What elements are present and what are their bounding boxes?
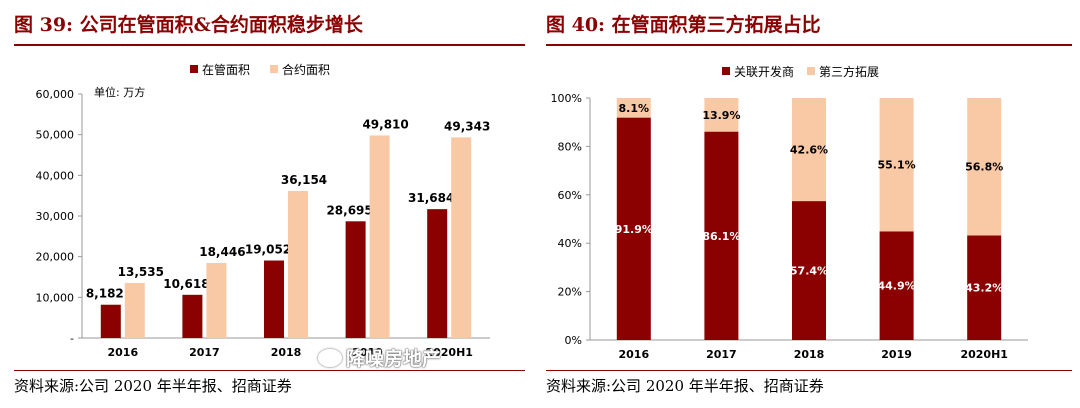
unit-note: 单位: 万方 (94, 85, 145, 99)
x-tick-label: 2020H1 (425, 346, 472, 359)
y-tick-label: 20% (558, 286, 582, 299)
x-tick-label: 2018 (794, 348, 825, 361)
data-label: 8.1% (619, 102, 650, 115)
stacked-bar-segment (967, 235, 1002, 340)
stacked-bar-segment (792, 201, 826, 340)
data-label: 43.2% (965, 282, 1003, 295)
data-label: 55.1% (878, 159, 916, 172)
y-tick-label: 100% (551, 92, 582, 105)
y-tick-label: 10,000 (36, 291, 75, 304)
x-tick-label: 2020H1 (960, 348, 1007, 361)
legend-swatch (807, 67, 815, 75)
legend-label: 第三方拓展 (819, 64, 879, 79)
managed-contract-area-chart: - 10,000 20,000 30,000 40,000 50,000 60,000 单位:… (36, 62, 491, 359)
legend-swatch (270, 65, 278, 73)
y-tick-label: 40,000 (36, 169, 75, 182)
data-label: 49,343 (444, 119, 490, 133)
stacked-bar-segment (704, 98, 739, 132)
data-label: 57.4% (790, 265, 828, 278)
bar (451, 137, 472, 338)
stacked-bar-segment (616, 117, 651, 341)
source-rule (546, 370, 1072, 371)
x-tick-label: 2016 (107, 346, 138, 359)
y-tick-label: - (70, 332, 74, 345)
legend-label: 合约面积 (282, 62, 330, 77)
data-label: 44.9% (878, 280, 916, 293)
bar (100, 304, 121, 338)
y-tick-label: 50,000 (36, 129, 75, 142)
wechat-icon (318, 349, 342, 367)
stacked-bar-segment (792, 98, 826, 202)
x-tick-label: 2018 (271, 346, 302, 359)
figure-title: 图 39: 公司在管面积&合约面积稳步增长 (14, 14, 363, 36)
bar (345, 221, 366, 338)
third-party-share-chart: 0% 20% 40% 60% 80% 100% 关联开发商 第三方拓展 2016 91.9% 8.1… (551, 64, 1028, 361)
figure-title: 图 40: 在管面积第三方拓展占比 (546, 14, 821, 36)
data-label: 13,535 (118, 265, 164, 279)
legend-swatch (722, 67, 730, 75)
x-tick-label: 2017 (189, 346, 220, 359)
bar (427, 209, 448, 338)
y-tick-label: 0% (565, 334, 582, 347)
data-label: 49,810 (362, 117, 408, 131)
x-tick-label: 2019 (881, 348, 912, 361)
y-tick-label: 40% (558, 237, 582, 250)
y-tick-label: 80% (558, 140, 582, 153)
bar (206, 262, 227, 338)
y-tick-label: 30,000 (36, 210, 75, 223)
data-label: 86.1% (702, 230, 740, 243)
data-label: 18,446 (199, 245, 245, 259)
data-label: 10,618 (163, 277, 209, 291)
bar (124, 282, 145, 338)
x-tick-label: 2016 (618, 348, 649, 361)
data-label: 19,052 (245, 243, 291, 257)
source-note: 资料来源:公司 2020 年半年报、招商证券 (14, 377, 292, 395)
data-label: 56.8% (965, 161, 1003, 174)
legend-label: 在管面积 (202, 62, 250, 77)
stacked-bar-segment (879, 98, 914, 232)
figure-40: 图 40: 在管面积第三方拓展占比 0% 20% 40% 60% 80% 100% 关联开发… (540, 0, 1080, 408)
stacked-bar-segment (704, 131, 739, 340)
x-tick-label: 2019 (352, 346, 383, 359)
figure-39: 图 39: 公司在管面积&合约面积稳步增长 - 10,000 20,000 30,00… (0, 0, 525, 408)
y-tick-label: 20,000 (36, 251, 75, 264)
data-label: 36,154 (281, 173, 327, 187)
data-label: 91.9% (615, 223, 653, 236)
data-label: 42.6% (790, 144, 828, 157)
legend-label: 关联开发商 (734, 64, 794, 79)
data-label: 13.9% (702, 109, 740, 122)
y-tick-label: 60,000 (36, 88, 75, 101)
y-tick-label: 60% (558, 189, 582, 202)
data-label: 28,695 (326, 203, 372, 217)
watermark: 降噪房地产 (318, 344, 441, 371)
legend-swatch (190, 65, 198, 73)
bar (264, 260, 284, 338)
data-label: 8,182 (86, 287, 124, 301)
data-label: 31,684 (408, 191, 454, 205)
stacked-bar-segment (879, 231, 914, 340)
stacked-bar-segment (616, 98, 651, 118)
bar (288, 190, 308, 338)
title-rule (546, 44, 1072, 46)
bar (369, 135, 390, 338)
watermark-text: 降噪房地产 (346, 348, 442, 370)
bar (182, 294, 203, 338)
x-tick-label: 2017 (706, 348, 737, 361)
source-rule (14, 370, 525, 371)
source-note: 资料来源:公司 2020 年半年报、招商证券 (546, 377, 824, 395)
stacked-bar-segment (967, 98, 1002, 236)
title-rule (14, 44, 525, 46)
